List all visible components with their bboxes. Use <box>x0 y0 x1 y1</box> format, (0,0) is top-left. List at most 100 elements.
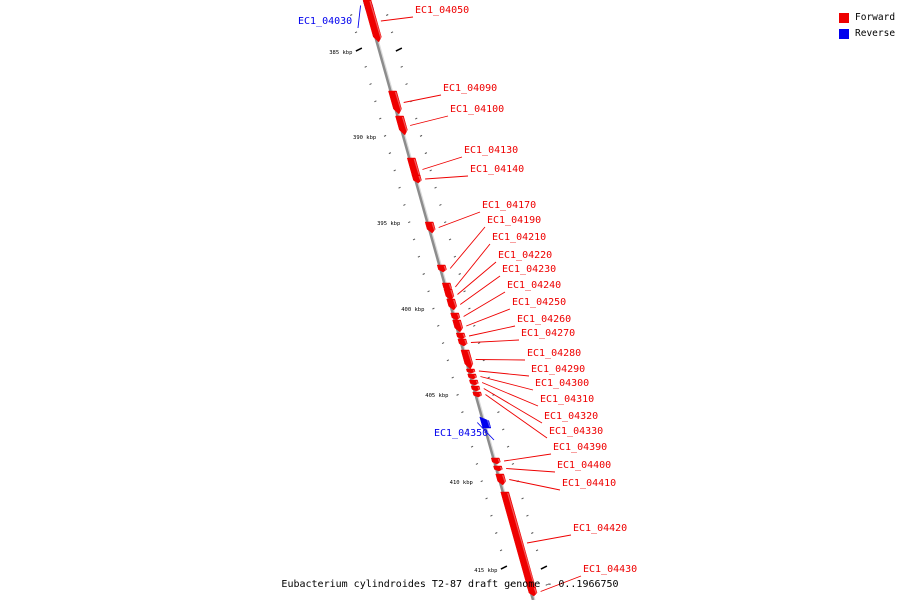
gene-label-EC1_04420[interactable]: EC1_04420 <box>573 523 627 534</box>
ruler-tick-label: 400 kbp <box>401 307 424 313</box>
ruler-minor-tick <box>461 411 464 414</box>
gene-label-EC1_04130[interactable]: EC1_04130 <box>464 145 518 156</box>
gene-block-EC1_04350[interactable] <box>479 416 492 429</box>
legend-forward-label: Forward <box>855 12 896 23</box>
legend: Forward Reverse <box>839 10 895 42</box>
ruler-minor-tick <box>477 342 481 345</box>
gene-label-EC1_04050[interactable]: EC1_04050 <box>415 5 469 16</box>
gene-block-highlight <box>472 369 475 373</box>
gene-block-EC1_04290[interactable] <box>465 368 476 374</box>
gene-connector-EC1_04330 <box>485 394 548 439</box>
gene-connector-EC1_04050 <box>380 16 414 22</box>
gene-block-EC1_04090[interactable] <box>388 90 402 115</box>
gene-label-EC1_04100[interactable]: EC1_04100 <box>450 104 504 115</box>
gene-connector-EC1_04030 <box>357 5 361 29</box>
gene-label-EC1_04320[interactable]: EC1_04320 <box>544 411 598 422</box>
gene-label-EC1_04090[interactable]: EC1_04090 <box>443 83 497 94</box>
gene-block-EC1_04330[interactable] <box>472 391 482 398</box>
gene-block-EC1_04410[interactable] <box>495 473 507 486</box>
legend-item-reverse[interactable]: Reverse <box>839 26 895 41</box>
gene-label-EC1_04210[interactable]: EC1_04210 <box>492 232 546 243</box>
ruler-minor-tick <box>439 203 442 206</box>
gene-connector-EC1_04350 <box>476 422 495 441</box>
gene-label-EC1_04430[interactable]: EC1_04430 <box>583 564 637 575</box>
gene-label-EC1_04390[interactable]: EC1_04390 <box>553 442 607 453</box>
gene-label-EC1_04310[interactable]: EC1_04310 <box>540 394 594 405</box>
ruler-minor-tick <box>432 307 435 310</box>
gene-block-EC1_04390[interactable] <box>490 457 501 465</box>
gene-block-EC1_04300[interactable] <box>467 373 477 380</box>
gene-block-EC1_04100[interactable] <box>395 115 408 136</box>
gene-label-EC1_04350[interactable]: EC1_04350 <box>434 428 488 439</box>
gene-label-EC1_04270[interactable]: EC1_04270 <box>521 328 575 339</box>
ruler-major-tick <box>500 565 508 570</box>
ruler-major-tick <box>395 47 403 52</box>
gene-label-EC1_04400[interactable]: EC1_04400 <box>557 460 611 471</box>
gene-label-EC1_04190[interactable]: EC1_04190 <box>487 215 541 226</box>
gene-block-EC1_04190[interactable] <box>436 264 447 273</box>
gene-label-EC1_04290[interactable]: EC1_04290 <box>531 364 585 375</box>
gene-block-EC1_04320[interactable] <box>470 385 481 392</box>
gene-connector-EC1_04430 <box>540 575 582 592</box>
gene-block-EC1_04050[interactable] <box>362 0 382 43</box>
gene-label-EC1_04220[interactable]: EC1_04220 <box>498 250 552 261</box>
ruler-tick-label: 395 kbp <box>377 221 400 227</box>
legend-item-forward[interactable]: Forward <box>839 10 895 25</box>
gene-label-EC1_04170[interactable]: EC1_04170 <box>482 200 536 211</box>
ruler-tick-label: 405 kbp <box>425 393 448 399</box>
gene-block-EC1_04260[interactable] <box>455 332 466 340</box>
gene-block-highlight <box>497 458 501 464</box>
gene-label-EC1_04300[interactable]: EC1_04300 <box>535 378 589 389</box>
gene-connector-EC1_04280 <box>475 359 526 361</box>
gene-connector-EC1_04270 <box>470 339 520 343</box>
gene-block-EC1_04250[interactable] <box>452 319 464 333</box>
gene-connector-EC1_04190 <box>449 226 486 269</box>
gene-block-highlight <box>457 313 461 320</box>
gene-block-highlight <box>401 116 409 135</box>
ruler-minor-tick <box>437 324 440 327</box>
gene-block-EC1_04400[interactable] <box>493 465 503 472</box>
gene-block-EC1_04310[interactable] <box>469 379 479 386</box>
gene-block-EC1_04140[interactable] <box>411 174 422 184</box>
gene-label-EC1_04330[interactable]: EC1_04330 <box>549 426 603 437</box>
gene-label-EC1_04280[interactable]: EC1_04280 <box>527 348 581 359</box>
ruler-minor-tick <box>470 445 474 448</box>
ruler-minor-tick <box>364 65 367 68</box>
gene-block-highlight <box>486 417 491 428</box>
gene-connector-EC1_04130 <box>422 156 463 170</box>
ruler-minor-tick <box>448 238 452 241</box>
gene-block-highlight <box>450 289 455 300</box>
gene-block-EC1_04220[interactable] <box>443 288 455 301</box>
gene-block-EC1_04280[interactable] <box>460 349 474 370</box>
ruler-minor-tick <box>403 203 406 206</box>
gene-block-EC1_04230[interactable] <box>446 298 458 311</box>
gene-block-EC1_04270[interactable] <box>457 338 468 347</box>
gene-block-EC1_04430[interactable] <box>527 586 538 597</box>
gene-connector-EC1_04210 <box>455 243 491 288</box>
gene-label-EC1_04410[interactable]: EC1_04410 <box>562 478 616 489</box>
gene-label-EC1_04250[interactable]: EC1_04250 <box>512 297 566 308</box>
ruler-minor-tick <box>405 83 408 86</box>
gene-layer <box>362 0 538 597</box>
ruler-minor-tick <box>526 514 529 517</box>
ruler-minor-tick <box>473 324 476 327</box>
reverse-swatch <box>839 28 849 39</box>
ruler-major-tick <box>540 565 548 570</box>
gene-label-EC1_04240[interactable]: EC1_04240 <box>507 280 561 291</box>
gene-connector-EC1_04100 <box>410 115 449 126</box>
gene-label-EC1_04260[interactable]: EC1_04260 <box>517 314 571 325</box>
gene-block-highlight <box>479 392 482 397</box>
ruler-tick-label: 410 kbp <box>450 480 473 486</box>
gene-block-EC1_04240[interactable] <box>450 312 461 321</box>
ruler-minor-tick <box>468 307 471 310</box>
gene-label-EC1_04030[interactable]: EC1_04030 <box>298 16 352 27</box>
gene-label-EC1_04140[interactable]: EC1_04140 <box>470 164 524 175</box>
ruler-minor-tick <box>535 549 539 552</box>
gene-block-highlight <box>507 492 537 594</box>
ruler-minor-tick <box>495 532 498 534</box>
gene-block-EC1_04170[interactable] <box>424 221 436 234</box>
ruler-minor-tick <box>414 117 418 120</box>
gene-label-EC1_04230[interactable]: EC1_04230 <box>502 264 556 275</box>
ruler-minor-tick <box>385 14 389 16</box>
